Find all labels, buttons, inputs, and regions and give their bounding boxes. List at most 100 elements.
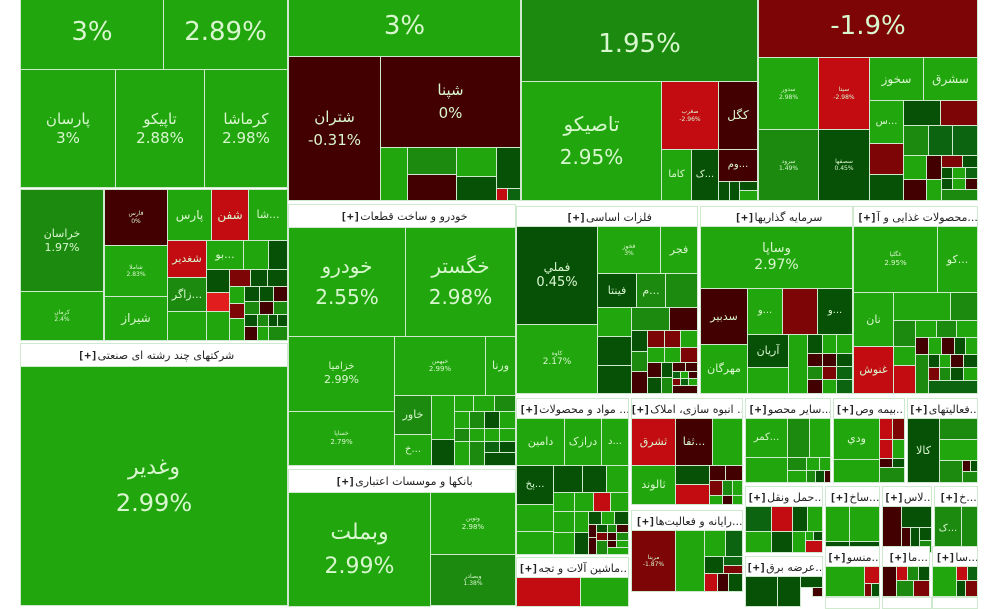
stock-tile[interactable]: ...پخ xyxy=(516,465,554,505)
stock-tile[interactable] xyxy=(484,452,516,466)
stock-tile[interactable] xyxy=(680,347,698,363)
stock-tile[interactable]: ...وم xyxy=(718,149,758,182)
stock-tile-sakhuz[interactable]: سخوز xyxy=(869,57,924,101)
sector-header-partial[interactable] xyxy=(882,597,932,609)
stock-tile[interactable] xyxy=(950,354,964,368)
stock-tile[interactable] xyxy=(864,566,880,584)
stock-tile[interactable] xyxy=(229,286,245,304)
stock-tile[interactable] xyxy=(918,566,930,581)
stock-tile[interactable] xyxy=(732,495,743,505)
expand-button[interactable]: [+] xyxy=(734,210,755,224)
expand-button[interactable]: [+] xyxy=(857,210,877,224)
stock-tile[interactable]: فینتا xyxy=(597,273,637,308)
stock-tile[interactable] xyxy=(665,273,698,308)
stock-tile[interactable] xyxy=(206,311,230,341)
stock-tile[interactable] xyxy=(593,492,611,512)
stock-tile[interactable] xyxy=(704,573,718,592)
stock-tile[interactable] xyxy=(454,411,470,429)
stock-tile[interactable] xyxy=(614,511,629,525)
expand-button[interactable]: [+] xyxy=(335,474,356,488)
stock-tile-khavar[interactable]: خاور xyxy=(394,395,432,435)
stock-tile[interactable] xyxy=(553,492,575,512)
expand-button[interactable]: [+] xyxy=(635,514,656,528)
stock-tile[interactable] xyxy=(822,366,837,380)
stock-tile[interactable] xyxy=(915,320,937,338)
stock-tile[interactable] xyxy=(745,531,772,553)
stock-tile[interactable] xyxy=(836,334,853,354)
stock-tile[interactable] xyxy=(407,147,457,175)
stock-tile[interactable] xyxy=(268,240,288,270)
sector-header-activities[interactable]: ...فعالیتهای [+] xyxy=(907,398,978,420)
stock-tile[interactable]: 1.95% xyxy=(521,0,758,82)
stock-tile[interactable] xyxy=(407,174,457,201)
stock-tile[interactable] xyxy=(747,367,789,394)
sector-header-kh[interactable]: ...خ [+] xyxy=(934,486,978,508)
stock-tile[interactable] xyxy=(771,531,793,553)
stock-tile[interactable] xyxy=(229,269,251,287)
stock-tile[interactable]: ...م xyxy=(636,273,666,308)
sector-header-mansu[interactable]: ...منسو [+] xyxy=(825,546,880,568)
stock-tile[interactable] xyxy=(601,511,615,525)
stock-tile[interactable] xyxy=(967,566,978,581)
stock-tile[interactable] xyxy=(950,292,978,321)
stock-tile[interactable] xyxy=(928,125,953,156)
sector-header-electricity[interactable]: ...عرضه برق [+] xyxy=(745,556,823,578)
stock-tile-shatran[interactable]: شتران -0.31% xyxy=(288,56,381,201)
stock-tile[interactable] xyxy=(915,337,929,355)
sector-header-sakh[interactable]: ...ساخ [+] xyxy=(825,486,880,508)
stock-tile-ghanush[interactable]: غنوش xyxy=(853,346,894,394)
stock-tile[interactable]: 3% xyxy=(20,0,164,70)
expand-button[interactable]: [+] xyxy=(566,210,586,224)
stock-tile[interactable] xyxy=(941,189,978,201)
stock-tile[interactable]: وبصادر 1.38% xyxy=(430,554,516,606)
stock-tile[interactable] xyxy=(454,428,470,442)
stock-tile[interactable]: وتوبن 2.98% xyxy=(430,492,516,555)
stock-tile[interactable] xyxy=(597,336,632,366)
stock-tile[interactable] xyxy=(273,301,288,315)
stock-tile[interactable] xyxy=(903,100,941,126)
stock-tile[interactable] xyxy=(499,411,516,429)
stock-tile[interactable]: کرمان 2.4% xyxy=(20,291,104,341)
stock-tile[interactable]: ...و xyxy=(747,288,783,335)
stock-tile-vbmellat[interactable]: وبملت 2.99% xyxy=(288,492,431,607)
stock-tile[interactable] xyxy=(745,506,772,532)
stock-tile[interactable] xyxy=(268,326,288,341)
stock-tile-vghadir[interactable]: وغدیر 2.99% xyxy=(20,366,288,606)
stock-tile[interactable] xyxy=(454,441,470,466)
stock-tile[interactable] xyxy=(494,395,516,412)
stock-tile[interactable] xyxy=(631,371,648,394)
stock-tile[interactable]: فارس 0% xyxy=(104,189,168,246)
expand-button[interactable]: [+] xyxy=(935,550,956,564)
stock-tile[interactable] xyxy=(597,365,632,394)
stock-tile[interactable]: سرود 1.49% xyxy=(758,129,819,201)
expand-button[interactable]: [+] xyxy=(631,402,651,416)
stock-tile[interactable]: صغرب -2.96% xyxy=(661,81,719,150)
stock-tile[interactable] xyxy=(792,531,806,553)
stock-tile[interactable] xyxy=(647,362,662,378)
stock-tile[interactable] xyxy=(167,311,207,341)
sector-header-computer[interactable]: ...رایانه و فعالیت‌ها [+] xyxy=(631,510,743,532)
stock-tile[interactable] xyxy=(675,530,705,592)
stock-tile[interactable] xyxy=(267,269,288,287)
stock-tile[interactable] xyxy=(631,330,648,352)
stock-tile[interactable] xyxy=(456,147,497,177)
stock-tile[interactable] xyxy=(965,337,978,355)
stock-tile[interactable] xyxy=(807,353,823,367)
stock-tile[interactable] xyxy=(456,176,497,201)
stock-tile[interactable] xyxy=(725,530,743,557)
stock-tile[interactable] xyxy=(206,269,230,293)
stock-tile[interactable] xyxy=(553,532,575,555)
stock-tile[interactable] xyxy=(259,301,274,315)
stock-tile[interactable] xyxy=(825,566,865,597)
sector-header-chemicals[interactable]: ... مواد و محصولات [+] xyxy=(516,398,629,420)
stock-tile[interactable] xyxy=(805,540,823,553)
stock-tile[interactable] xyxy=(896,580,914,597)
stock-tile[interactable] xyxy=(647,330,665,348)
stock-tile[interactable] xyxy=(893,365,916,394)
stock-tile-shafan[interactable]: شفن xyxy=(211,189,249,241)
stock-tile[interactable] xyxy=(893,346,916,366)
expand-button[interactable]: [+] xyxy=(939,490,960,504)
stock-tile[interactable] xyxy=(892,418,905,440)
stock-tile[interactable] xyxy=(806,457,820,471)
stock-tile[interactable] xyxy=(553,511,575,533)
